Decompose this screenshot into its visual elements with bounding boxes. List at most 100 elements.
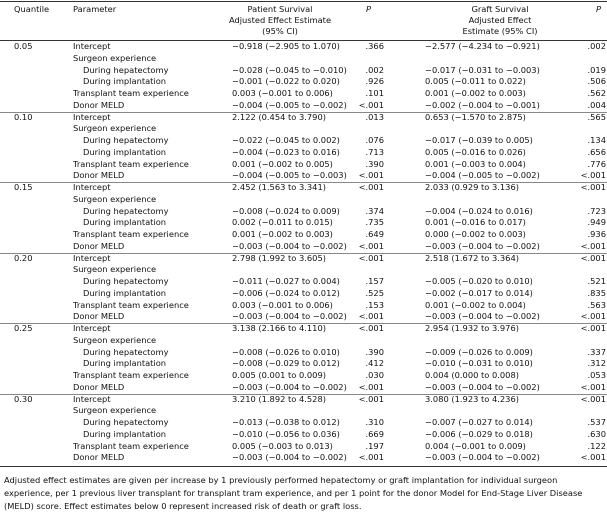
- p-value: <.001: [358, 381, 384, 392]
- quantile: 0.10: [14, 111, 33, 122]
- estimate: 0.004 (0.000 to 0.008): [425, 370, 519, 380]
- estimate: 0.001 (−0.002 to 0.004): [425, 299, 526, 310]
- p-value: <.001: [580, 393, 606, 404]
- estimate: 0.000 (−0.002 to 0.003): [425, 229, 526, 239]
- p-value: .366: [365, 41, 384, 51]
- p-value: .374: [365, 205, 384, 216]
- parameter: Transplant team experience: [73, 158, 189, 169]
- estimate: 0.001 (−0.002 to 0.003): [232, 229, 333, 239]
- parameter: Transplant team experience: [73, 229, 189, 239]
- estimate: 3.080 (1.923 to 4.236): [425, 393, 519, 404]
- estimate: 3.210 (1.892 to 4.528): [232, 393, 326, 404]
- p-value: .134: [587, 135, 606, 145]
- p-value: .337: [587, 346, 606, 357]
- group-rule: [0, 111, 607, 113]
- estimate: −0.006 (−0.024 to 0.012): [232, 287, 340, 298]
- header-cell: Patient Survival: [247, 4, 313, 14]
- parameter: Donor MELD: [73, 240, 125, 251]
- parameter: Intercept: [73, 111, 111, 122]
- p-value: .101: [365, 88, 384, 98]
- estimate: −0.003 (−0.004 to −0.002): [425, 240, 540, 251]
- estimate: −0.003 (−0.004 to −0.002): [232, 311, 347, 322]
- p-value: <.001: [358, 252, 384, 263]
- header-cell: P: [366, 4, 372, 14]
- estimate: 0.001 (−0.016 to 0.017): [425, 217, 526, 228]
- p-value: .076: [365, 135, 384, 145]
- estimate: −0.003 (−0.004 to −0.002): [232, 381, 347, 392]
- estimate: 0.004 (−0.001 to 0.009): [425, 440, 526, 451]
- header-cell: (95% CI): [262, 26, 298, 36]
- p-value: .019: [587, 64, 606, 75]
- p-value: .630: [587, 428, 606, 439]
- p-value: <.001: [358, 99, 384, 110]
- p-value: .412: [365, 358, 384, 369]
- p-value: <.001: [358, 182, 384, 192]
- p-value: <.001: [358, 323, 384, 333]
- p-value: <.001: [580, 311, 606, 322]
- p-value: .562: [587, 88, 606, 98]
- estimate: −0.004 (−0.005 to −0.002): [425, 170, 540, 181]
- p-value: <.001: [580, 323, 606, 333]
- estimate: 0.002 (−0.011 to 0.015): [232, 217, 333, 228]
- estimate: 0.001 (−0.002 to 0.003): [425, 88, 526, 98]
- parameter: Transplant team experience: [73, 299, 189, 310]
- parameter: During hepatectomy: [83, 205, 169, 216]
- estimate: −0.003 (−0.004 to −0.002): [425, 452, 540, 463]
- p-value: <.001: [580, 381, 606, 392]
- estimate: −2.577 (−4.234 to −0.921): [425, 41, 540, 51]
- estimate: 2.798 (1.992 to 3.605): [232, 252, 326, 263]
- estimate: 2.954 (1.932 to 3.976): [425, 323, 519, 333]
- estimate: −0.013 (−0.038 to 0.012): [232, 417, 340, 427]
- estimate: −0.003 (−0.004 to −0.002): [232, 452, 347, 463]
- p-value: .157: [365, 276, 384, 286]
- p-value: .713: [365, 146, 384, 157]
- p-value: .197: [365, 440, 384, 451]
- group-rule: [0, 323, 607, 324]
- p-value: .030: [365, 370, 384, 380]
- parameter: During implantation: [83, 287, 167, 298]
- p-value: <.001: [358, 393, 384, 404]
- header-cell: Parameter: [73, 4, 117, 14]
- parameter: Donor MELD: [73, 311, 125, 322]
- estimate: −0.002 (−0.004 to −0.001): [425, 99, 540, 110]
- parameter: During implantation: [83, 76, 167, 87]
- p-value: .669: [365, 428, 384, 439]
- estimate: −0.006 (−0.029 to 0.018): [425, 428, 533, 439]
- estimate: −0.008 (−0.029 to 0.012): [232, 358, 340, 369]
- p-value: .153: [365, 299, 384, 310]
- parameter: Intercept: [73, 182, 111, 192]
- parameter: Donor MELD: [73, 452, 125, 463]
- p-value: <.001: [580, 170, 606, 181]
- parameter: During implantation: [83, 358, 167, 369]
- estimate: −0.003 (−0.004 to −0.002): [425, 381, 540, 392]
- p-value: .537: [587, 417, 606, 427]
- p-value: .002: [365, 64, 384, 75]
- parameter: During implantation: [83, 428, 167, 439]
- parameter: During hepatectomy: [83, 346, 169, 357]
- estimate: −0.017 (−0.039 to 0.005): [425, 135, 533, 145]
- estimate: −0.010 (−0.056 to 0.036): [232, 428, 340, 439]
- header-rule: [0, 40, 607, 41]
- p-value: <.001: [580, 182, 606, 192]
- p-value: <.001: [358, 452, 384, 463]
- estimate: −0.017 (−0.031 to −0.003): [425, 64, 540, 75]
- group-rule: [0, 393, 607, 395]
- header-cell: Estimate (95% CI): [462, 26, 538, 36]
- estimate: 0.005 (0.001 to 0.009): [232, 370, 326, 380]
- estimate: −0.004 (−0.005 to −0.002): [232, 99, 347, 110]
- p-value: .723: [587, 205, 606, 216]
- p-value: .649: [365, 229, 384, 239]
- parameter: Donor MELD: [73, 381, 125, 392]
- p-value: .656: [587, 146, 606, 157]
- estimate: −0.004 (−0.024 to 0.016): [425, 205, 533, 216]
- quantile: 0.25: [14, 323, 33, 333]
- parameter: Surgeon experience: [73, 334, 157, 345]
- p-value: .926: [365, 76, 384, 87]
- p-value: .053: [587, 370, 606, 380]
- estimate: −0.008 (−0.026 to 0.010): [232, 346, 340, 357]
- estimate: 0.001 (−0.002 to 0.005): [232, 158, 333, 169]
- estimate: −0.002 (−0.017 to 0.014): [425, 287, 533, 298]
- p-value: <.001: [358, 311, 384, 322]
- p-value: .735: [365, 217, 384, 228]
